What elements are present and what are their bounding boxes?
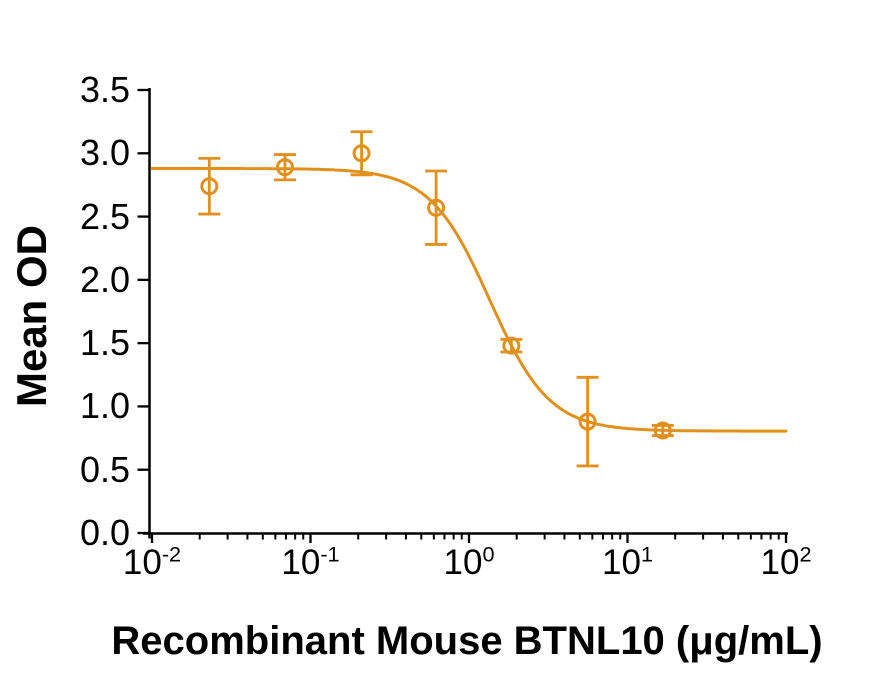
x-tick-label: 100 <box>443 541 495 582</box>
data-point-marker <box>275 158 294 177</box>
y-tick-label: 2.0 <box>79 258 130 300</box>
data-point-marker <box>578 412 597 431</box>
data-point-marker <box>427 198 446 217</box>
y-tick-label: 1.5 <box>79 322 130 364</box>
x-tick-label: 102 <box>760 541 812 582</box>
fit-curve <box>150 167 788 433</box>
data-point-marker <box>502 336 521 355</box>
y-tick-label: 2.5 <box>79 195 130 237</box>
data-point-marker <box>653 421 672 440</box>
y-axis-title: Mean OD <box>8 224 55 408</box>
y-tick-label: 0.5 <box>79 448 130 490</box>
y-tick-label: 0.0 <box>79 512 130 553</box>
y-tick-label: 3.0 <box>79 132 130 174</box>
x-axis-title: Recombinant Mouse BTNL10 (μg/mL) <box>111 619 823 663</box>
x-tick-label: 10-1 <box>281 541 340 582</box>
x-tick-label: 101 <box>602 541 653 582</box>
x-tick-label: 10-2 <box>122 541 182 582</box>
y-tick-label: 1.0 <box>79 385 130 427</box>
data-point-marker <box>200 177 219 196</box>
y-tick-label: 3.5 <box>79 69 130 110</box>
data-point-marker <box>352 144 371 163</box>
